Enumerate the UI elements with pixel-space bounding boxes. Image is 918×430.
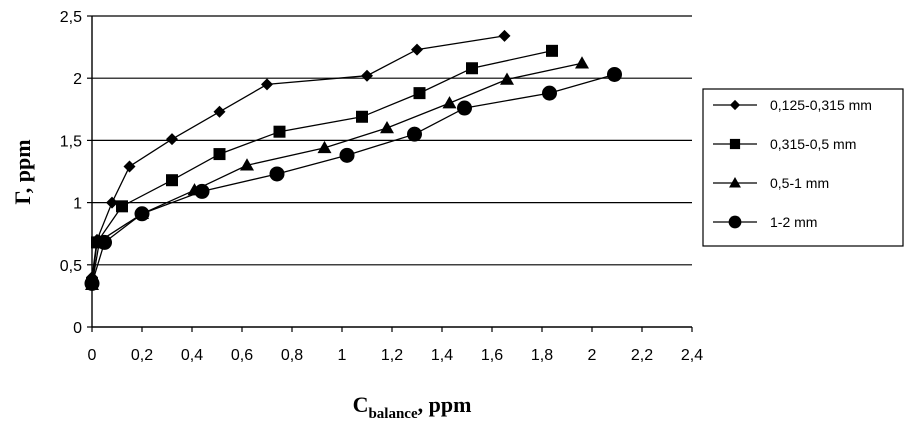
data-point-diamond [213,105,226,118]
legend-item: 0,5-1 mm [713,175,829,191]
data-point-square [356,110,368,123]
y-axis-title: Γ, ppm [10,139,35,204]
data-point-square [413,87,426,100]
data-point-diamond [411,43,423,56]
y-tick-label: 0 [73,320,82,337]
data-point-square [273,125,286,138]
data-point-triangle [380,120,394,134]
data-point-circle [728,215,742,229]
series-line [91,35,505,278]
legend: 0,125-0,315 mm 0,315-0,5 mm 0,5-1 mm 1-2 mm [702,88,904,247]
data-point-circle [542,85,557,101]
data-point-diamond [498,29,511,42]
legend-label: 0,5-1 mm [770,175,829,191]
x-tick-label: 2,2 [631,347,653,364]
x-tick-label: 1,6 [481,347,503,364]
gridlines [92,15,692,266]
legend-label: 1-2 mm [770,214,817,230]
series-group [84,29,622,291]
x-tick-label: 1 [338,347,347,364]
x-tick-label: 0,6 [231,347,253,364]
data-point-diamond [106,196,118,209]
data-point-triangle [575,56,589,69]
y-tick-label: 1,5 [60,133,82,150]
data-point-circle [457,100,472,116]
data-point-triangle [240,158,254,171]
series-3 [85,56,589,290]
x-tick-label: 1,2 [381,347,403,364]
legend-item: 0,315-0,5 mm [713,136,856,152]
data-point-diamond [361,69,373,82]
x-tick-label: 0,8 [281,347,303,364]
series-4 [84,66,622,291]
x-tick-label: 1,8 [531,347,553,364]
data-point-circle [84,275,100,291]
data-point-diamond [166,133,178,146]
x-axis-title-main: C [353,392,369,417]
x-axis-title-unit: , ppm [418,392,472,417]
x-tick-label: 0,2 [131,347,153,364]
data-point-circle [339,147,355,163]
data-point-square [116,200,128,213]
series-line [91,73,615,284]
data-point-square [213,148,226,161]
data-point-square [466,62,478,75]
x-axis-title-sub: balance [368,406,418,422]
y-tick-label: 1 [73,196,82,213]
data-point-diamond [729,99,741,111]
legend-item: 0,125-0,315 mm [713,97,872,113]
data-point-circle [407,126,422,142]
x-tick-label: 2,4 [681,347,703,364]
x-tick-label: 0,4 [181,347,203,364]
x-axis-title: Cbalance, ppm [353,392,472,422]
x-tick-labels: 0 0,2 0,4 0,6 0,8 1 1,2 1,4 1,6 1,8 2 2,2 2,4 [88,347,704,364]
data-point-diamond [123,160,136,173]
data-point-square [166,174,178,187]
data-point-triangle [729,177,741,188]
y-tick-label: 2 [73,71,82,88]
x-tick-label: 0 [88,347,97,364]
x-tick-label: 1,4 [431,347,453,364]
y-tick-label: 0,5 [60,258,82,275]
data-point-square [546,44,558,57]
legend-label: 0,125-0,315 mm [770,97,872,113]
data-point-triangle [442,96,457,109]
series-line [91,62,583,285]
y-tick-label: 2,5 [60,9,82,26]
y-tick-labels: 0 0,5 1 1,5 2 2,5 [60,9,82,337]
data-point-triangle [317,140,332,154]
legend-item: 1-2 mm [713,214,817,230]
data-point-circle [269,166,285,182]
legend-label: 0,315-0,5 mm [770,136,856,152]
data-point-square [729,138,741,150]
series-2 [86,44,558,290]
data-point-circle [134,206,150,222]
series-1 [86,29,511,284]
data-point-circle [97,234,112,250]
x-tick-label: 2 [588,347,597,364]
series-line [91,50,553,284]
data-point-triangle [500,72,514,85]
data-point-circle [194,183,210,199]
data-point-circle [607,66,622,82]
data-point-diamond [261,78,273,91]
